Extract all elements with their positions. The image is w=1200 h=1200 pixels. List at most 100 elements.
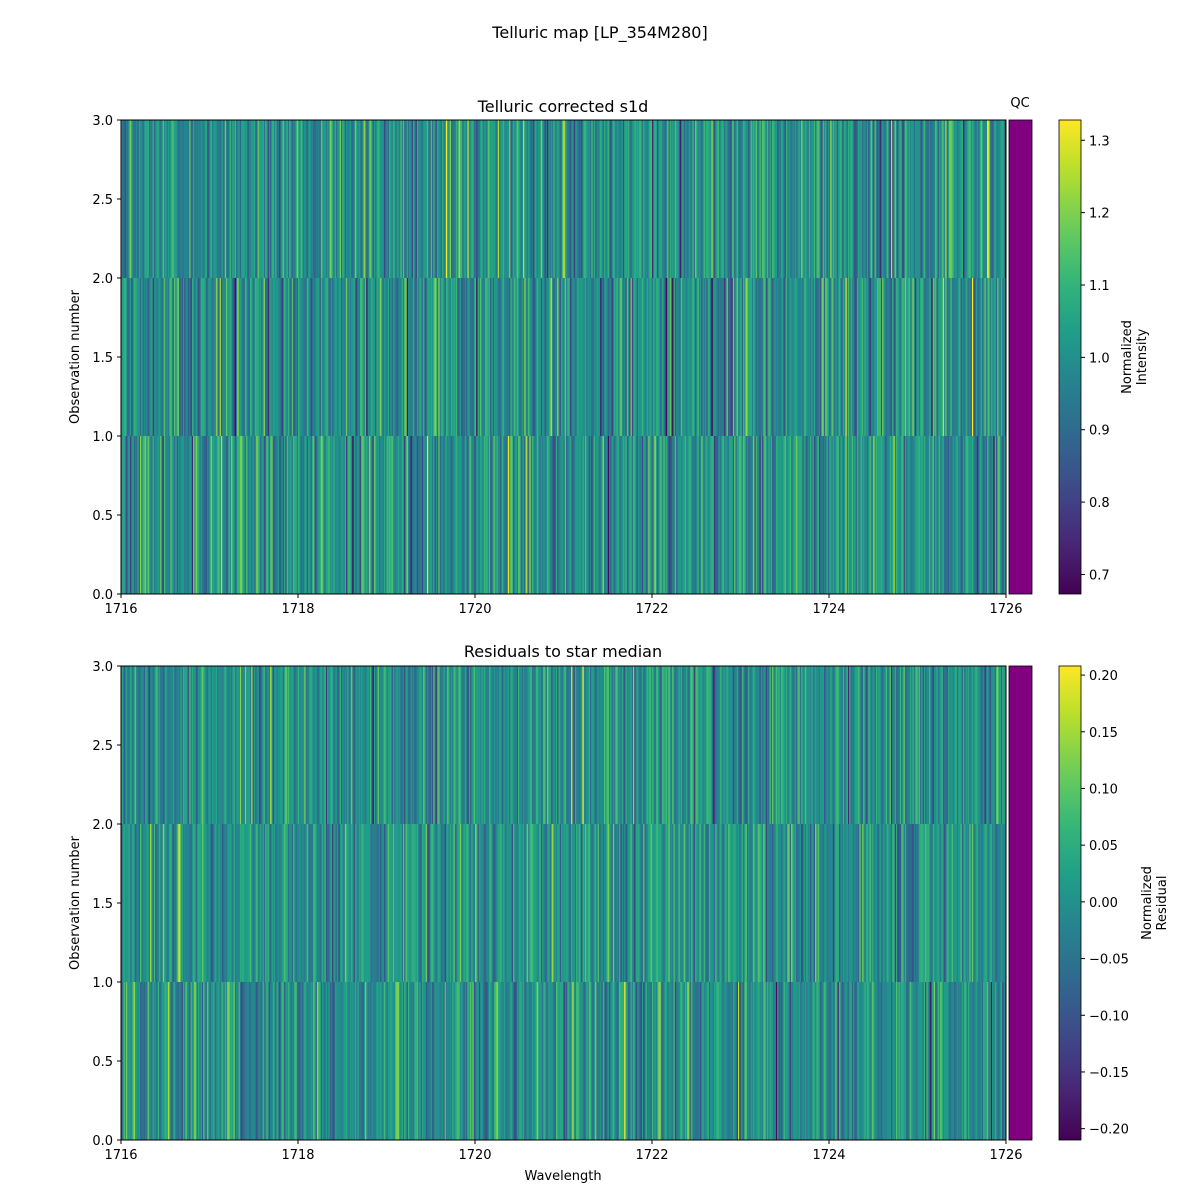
heatmap-cell — [798, 666, 801, 824]
heatmap-cell — [875, 666, 878, 824]
heatmap-cell — [468, 120, 471, 278]
heatmap-cell — [754, 666, 757, 824]
heatmap-cell — [729, 436, 731, 594]
heatmap-cell — [630, 120, 633, 278]
heatmap-cell — [432, 666, 434, 824]
heatmap-cell — [324, 436, 327, 594]
heatmap-cell — [938, 666, 941, 824]
heatmap-cell — [627, 824, 630, 982]
heatmap-cell — [897, 666, 899, 824]
heatmap-cell — [547, 666, 549, 824]
heatmap-cell — [620, 436, 622, 594]
heatmap-cell — [459, 278, 462, 436]
heatmap-cell — [902, 120, 904, 278]
heatmap-cell — [448, 436, 451, 594]
heatmap-cell — [976, 982, 979, 1140]
heatmap-cell — [700, 120, 702, 278]
colorbar-tick-label: 0.9 — [1089, 424, 1110, 439]
heatmap-cell — [357, 120, 360, 278]
heatmap-cell — [750, 278, 753, 436]
heatmap-cell — [533, 278, 535, 436]
heatmap-cell — [519, 278, 521, 436]
heatmap-cell — [759, 436, 762, 594]
heatmap-cell — [865, 666, 868, 824]
heatmap-cell — [815, 278, 817, 436]
heatmap-cell — [124, 278, 127, 436]
heatmap-cell — [482, 982, 485, 1140]
heatmap-cell — [267, 666, 270, 824]
heatmap-cell — [713, 278, 716, 436]
heatmap-cell — [911, 120, 913, 278]
heatmap-cell — [988, 982, 990, 1140]
heatmap-cell — [477, 436, 480, 594]
heatmap-cell — [835, 666, 837, 824]
heatmap-cell — [258, 824, 261, 982]
heatmap-cell — [557, 824, 559, 982]
heatmap-cell — [652, 436, 654, 594]
heatmap-cell — [275, 278, 277, 436]
heatmap-cell — [806, 824, 808, 982]
heatmap-cell — [200, 824, 203, 982]
heatmap-cell — [888, 666, 891, 824]
heatmap-cell — [959, 120, 961, 278]
heatmap-cell — [552, 666, 554, 824]
heatmap-cell — [488, 120, 491, 278]
heatmap-cell — [973, 982, 975, 1140]
heatmap-cell — [225, 824, 228, 982]
heatmap-cell — [818, 666, 821, 824]
heatmap-cell — [592, 436, 595, 594]
heatmap-cell — [926, 120, 928, 278]
heatmap-cell — [555, 982, 558, 1140]
heatmap-cell — [949, 436, 951, 594]
heatmap-cell — [289, 666, 291, 824]
heatmap-cell — [961, 982, 964, 1140]
heatmap-cell — [653, 824, 655, 982]
heatmap-cell — [597, 982, 600, 1140]
heatmap-cell — [878, 666, 880, 824]
heatmap-cell — [342, 120, 344, 278]
heatmap-cell — [396, 436, 399, 594]
heatmap-cell — [348, 666, 351, 824]
heatmap-cell — [485, 982, 487, 1140]
heatmap-cell — [820, 824, 822, 982]
heatmap-cell — [987, 120, 989, 278]
heatmap-cell — [783, 666, 786, 824]
heatmap-cell — [602, 278, 605, 436]
heatmap-cell — [708, 436, 711, 594]
heatmap-cell — [156, 824, 159, 982]
heatmap-cell — [694, 982, 697, 1140]
heatmap-cell — [132, 120, 134, 278]
heatmap-cell — [512, 824, 515, 982]
heatmap-cell — [407, 824, 410, 982]
heatmap-cell — [832, 436, 835, 594]
heatmap-cell — [635, 982, 638, 1140]
heatmap-cell — [555, 436, 558, 594]
heatmap-cell — [415, 666, 418, 824]
heatmap-cell — [696, 436, 698, 594]
heatmap-cell — [811, 982, 813, 1140]
heatmap-cell — [730, 982, 732, 1140]
heatmap-cell — [318, 278, 320, 436]
heatmap-cell — [643, 982, 645, 1140]
heatmap-cell — [332, 824, 334, 982]
heatmap-cell — [150, 436, 152, 594]
heatmap-cell — [892, 278, 894, 436]
heatmap-cell — [314, 120, 317, 278]
heatmap-cell — [687, 436, 690, 594]
heatmap-cell — [864, 120, 867, 278]
heatmap-cell — [362, 278, 365, 436]
heatmap-cell — [387, 982, 390, 1140]
heatmap-cell — [834, 120, 836, 278]
heatmap-cell — [590, 824, 592, 982]
heatmap-cell — [136, 278, 138, 436]
panel-residuals: Residuals to star median 0.200.150.100.0… — [68, 642, 1170, 1184]
heatmap-cell — [255, 666, 257, 824]
heatmap-cell — [1003, 278, 1006, 436]
heatmap-cell — [468, 436, 471, 594]
heatmap-cell — [182, 436, 185, 594]
heatmap-cell — [998, 824, 1001, 982]
heatmap-cell — [469, 666, 472, 824]
heatmap-cell — [475, 120, 477, 278]
heatmap-cell — [812, 278, 815, 436]
heatmap-cell — [349, 436, 352, 594]
